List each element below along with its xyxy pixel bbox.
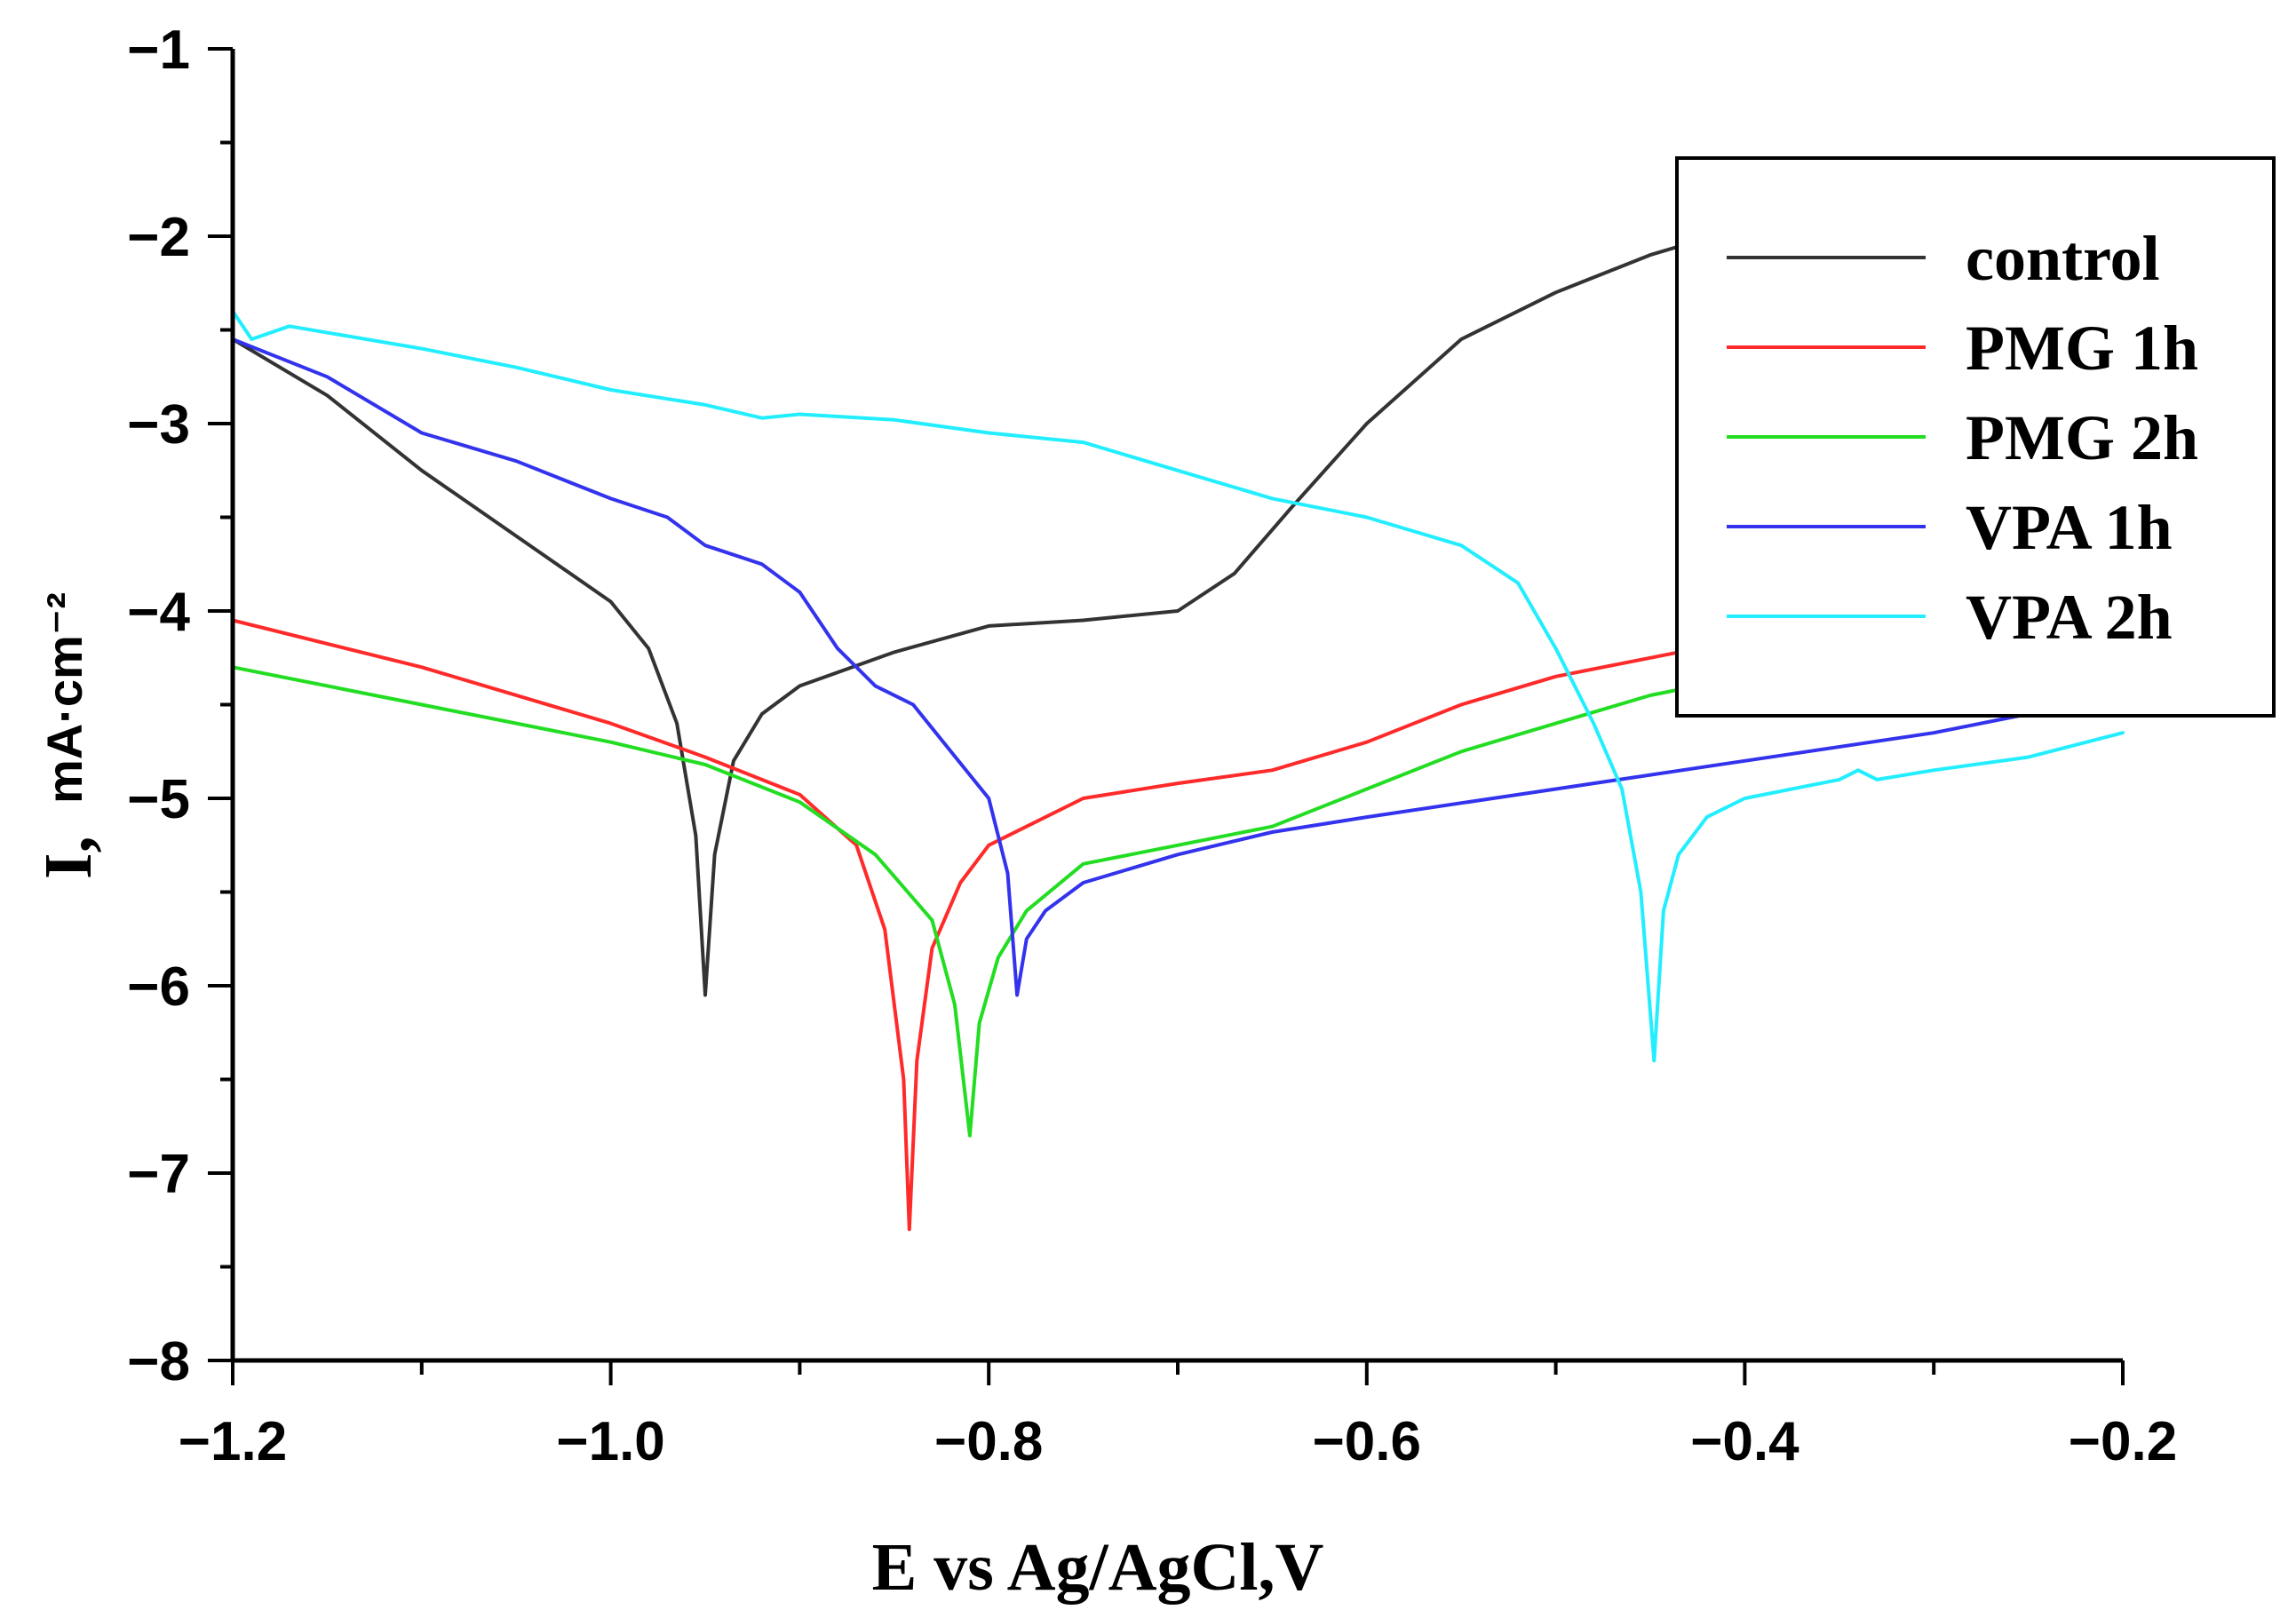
legend-label-pmg-2h: PMG 2h	[1966, 402, 2198, 473]
ticks-layer: −1 −2 −3 −4 −5 −6 −7 −8 −1.2 −1.0 −0.8 −0.6 −0.4 −0.2	[127, 20, 2177, 1472]
x-tick-label: −1.2	[179, 1411, 287, 1472]
y-tick-label: −4	[127, 582, 190, 643]
series-line-control	[231, 225, 1747, 997]
y-tick-label: −2	[127, 207, 190, 268]
x-tick-label: −0.4	[1690, 1411, 1799, 1472]
x-tick-label: −0.2	[2069, 1411, 2177, 1472]
x-tick-label: −0.8	[934, 1411, 1043, 1472]
series-line-vpa-1h	[231, 337, 2030, 997]
legend-label-vpa-1h: VPA 1h	[1966, 492, 2173, 563]
y-axis-title: I, mA·cm⁻²	[31, 592, 106, 879]
series-line-pmg-2h	[231, 665, 1747, 1138]
y-tick-label: −8	[127, 1331, 190, 1392]
x-tick-label: −1.0	[556, 1411, 664, 1472]
x-tick-label: −0.6	[1313, 1411, 1421, 1472]
y-tick-label: −1	[127, 20, 190, 81]
y-tick-label: −5	[127, 769, 190, 830]
legend-label-control: control	[1966, 223, 2160, 294]
series-line-vpa-2h	[231, 309, 2125, 1063]
series-line-pmg-1h	[231, 618, 1747, 1232]
y-tick-label: −3	[127, 394, 190, 456]
y-tick-label: −6	[127, 956, 190, 1018]
legend-label-pmg-1h: PMG 1h	[1966, 313, 2198, 384]
y-tick-label: −7	[127, 1144, 190, 1205]
y-axis-title-main: I,	[31, 836, 106, 879]
series-layer	[231, 225, 2125, 1232]
legend: control PMG 1h PMG 2h VPA 1h VPA 2h	[1675, 156, 2276, 718]
legend-label-vpa-2h: VPA 2h	[1966, 582, 2173, 653]
y-axis-title-unit: mA·cm⁻²	[36, 592, 92, 804]
x-axis-title: E vs Ag/AgCl,V	[872, 1530, 1324, 1605]
